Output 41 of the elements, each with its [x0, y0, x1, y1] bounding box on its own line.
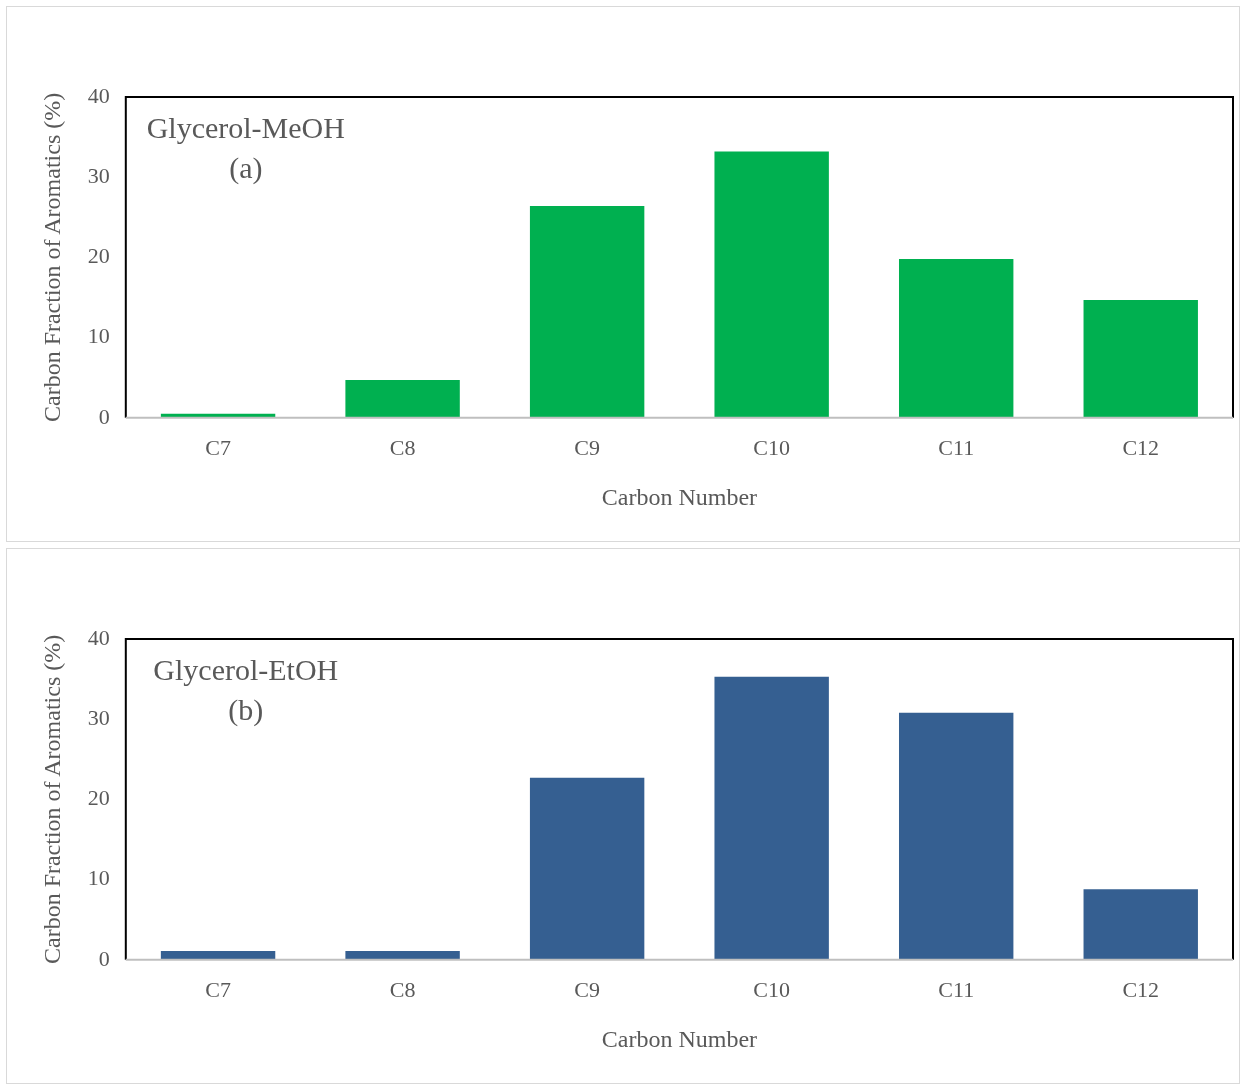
bar: [345, 380, 460, 418]
y-tick-label: 10: [87, 865, 110, 891]
x-tick-label: C8: [389, 976, 416, 1002]
y-tick-label: 20: [87, 785, 110, 811]
bar: [345, 950, 460, 960]
x-tick-label: C11: [938, 434, 975, 460]
x-tick-label: C7: [205, 976, 231, 1002]
y-axis-title: Carbon Fraction of Aromatics (%): [38, 634, 65, 965]
bar: [714, 151, 829, 418]
x-tick-label: C10: [753, 434, 791, 460]
x-tick-label: C12: [1122, 434, 1160, 460]
x-axis-title: Carbon Number: [601, 1025, 758, 1052]
y-tick-label: 40: [87, 624, 110, 650]
y-tick-label: 40: [87, 82, 110, 108]
annotation: Glycerol-MeOH: [146, 110, 345, 144]
bar: [529, 777, 645, 960]
annotation: Glycerol-EtOH: [153, 652, 339, 686]
y-axis-title: Carbon Fraction of Aromatics (%): [38, 92, 65, 423]
bar: [1083, 299, 1198, 418]
y-tick-label: 20: [87, 243, 110, 269]
y-tick-label: 30: [87, 162, 110, 188]
y-tick-label: 0: [98, 403, 110, 429]
y-tick-label: 10: [87, 323, 110, 349]
x-tick-label: C11: [938, 976, 975, 1002]
annotation: (a): [229, 150, 263, 185]
x-axis-title: Carbon Number: [601, 483, 758, 510]
x-tick-label: C12: [1122, 976, 1160, 1002]
x-tick-label: C7: [205, 434, 231, 460]
x-tick-label: C10: [753, 976, 791, 1002]
x-tick-label: C9: [574, 976, 600, 1002]
y-tick-label: 30: [87, 704, 110, 730]
bar: [1083, 889, 1198, 960]
x-tick-label: C8: [389, 434, 416, 460]
annotation: (b): [228, 692, 264, 727]
bar: [529, 206, 645, 418]
bar: [899, 712, 1014, 960]
y-tick-label: 0: [98, 945, 110, 971]
bar: [899, 259, 1014, 418]
x-tick-label: C9: [574, 434, 600, 460]
bar: [160, 950, 276, 960]
bar: [714, 676, 829, 960]
